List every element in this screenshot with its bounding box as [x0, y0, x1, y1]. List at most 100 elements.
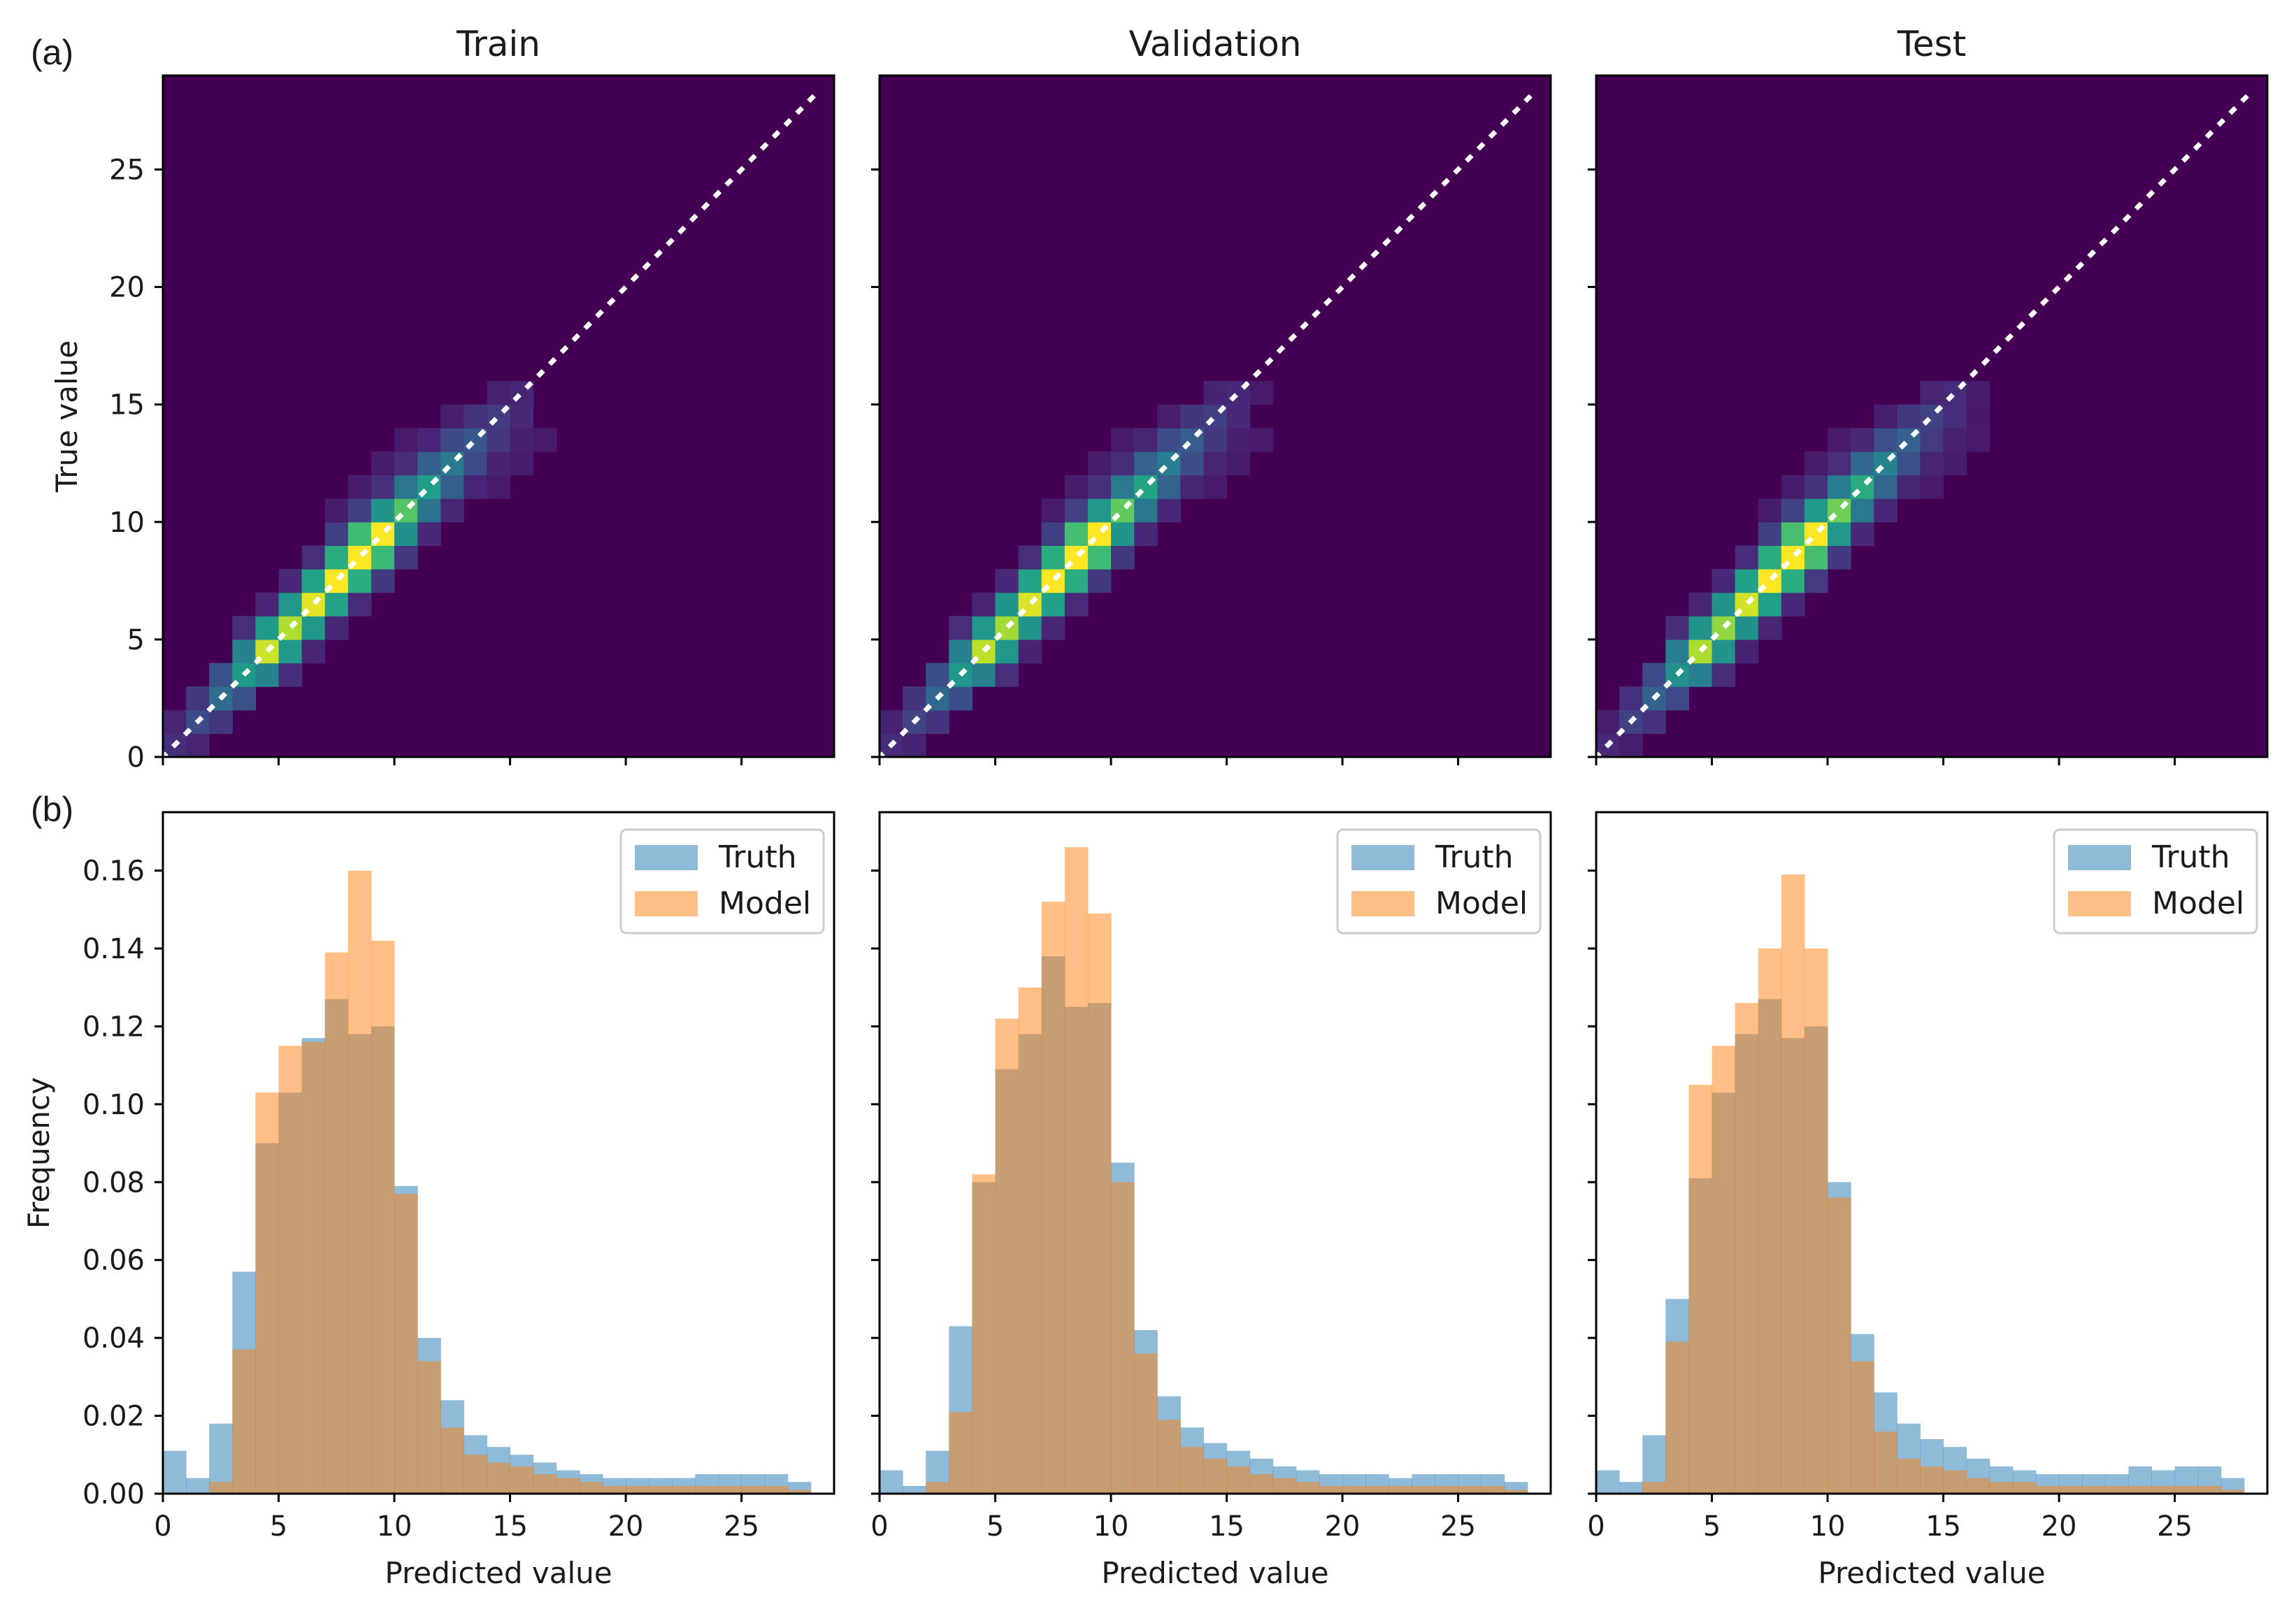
- bar-model: [1804, 948, 1828, 1494]
- bar-model: [1874, 1431, 1897, 1494]
- x-tick-label: 10: [1093, 1510, 1129, 1543]
- heatmap-cell: [1758, 592, 1782, 616]
- bar-model: [1920, 1466, 1944, 1494]
- heatmap-cell: [394, 451, 418, 476]
- heatmap-cell: [1087, 451, 1112, 476]
- x-tick-label: 5: [986, 1510, 1004, 1543]
- bar-model: [278, 1046, 303, 1494]
- legend-label-model: Model: [1435, 886, 1528, 921]
- bar-model: [1296, 1482, 1320, 1494]
- heatmap-cell: [324, 545, 349, 570]
- x-axis-label: Predicted value: [1818, 1556, 2045, 1590]
- bar-model: [487, 1462, 511, 1494]
- heatmap-validation: Validation: [871, 24, 1552, 765]
- heatmap-cell: [324, 616, 349, 640]
- bar-model: [417, 1361, 441, 1494]
- heatmap-cell: [417, 521, 441, 547]
- heatmap-cell: [1134, 521, 1158, 547]
- x-tick-label: 5: [1703, 1510, 1721, 1543]
- bar-model: [626, 1485, 650, 1494]
- bar-model: [2128, 1485, 2152, 1494]
- heatmap-cell: [1180, 451, 1205, 476]
- bar-truth: [880, 1470, 903, 1494]
- heatmap-cell: [903, 733, 926, 758]
- heatmap-cell: [949, 686, 973, 711]
- heatmap-cell: [926, 663, 949, 687]
- heatmap-cell: [1180, 475, 1205, 499]
- heatmap-cell: [1041, 592, 1066, 616]
- heatmap-cell: [1111, 428, 1135, 452]
- heatmap-cell: [163, 709, 187, 734]
- heatmap-cell: [255, 663, 280, 687]
- bar-model: [1897, 1458, 1921, 1494]
- panel-label-b: (b): [31, 790, 73, 829]
- legend-swatch-truth: [635, 845, 698, 870]
- heatmap-cell: [1712, 569, 1736, 593]
- y-tick-label: 0.08: [82, 1167, 145, 1199]
- histogram-frame: [878, 811, 1552, 1495]
- heatmap-cell: [995, 592, 1019, 616]
- bar-model: [1735, 1003, 1759, 1494]
- legend: Truth Model: [1336, 828, 1542, 935]
- heatmap-cell: [371, 569, 395, 593]
- heatmap-cell: [1064, 569, 1089, 593]
- heatmap-cell: [1874, 475, 1897, 499]
- heatmap-cell: [1804, 545, 1828, 570]
- bar-model: [1203, 1458, 1228, 1494]
- bar-model: [602, 1485, 626, 1494]
- heatmap-cell: [1943, 428, 1967, 452]
- bar-model: [1018, 987, 1042, 1494]
- legend-label-truth: Truth: [2151, 839, 2230, 875]
- bar-model: [2105, 1485, 2129, 1494]
- heatmap-cell: [1874, 428, 1897, 452]
- histogram-train: 0 5 10 15 20 25 Predicted value 0.00 0.02 0.04 0.0…: [22, 811, 835, 1590]
- heatmap-cell: [487, 475, 511, 499]
- heatmap-cell: [1920, 428, 1944, 452]
- heatmap-cell: [1758, 616, 1782, 640]
- heatmap-cell: [347, 475, 372, 499]
- bar-truth: [2220, 1478, 2245, 1494]
- heatmap-cell: [510, 404, 534, 428]
- heatmap-cell: [417, 498, 441, 523]
- bar-model: [1435, 1485, 1459, 1494]
- heatmap-cell: [1134, 451, 1158, 476]
- heatmap-cell: [371, 451, 395, 476]
- legend: Truth Model: [619, 828, 825, 935]
- heatmap-title: Train: [456, 24, 540, 64]
- x-tick-label: 20: [2042, 1510, 2077, 1543]
- heatmap-cell: [440, 404, 464, 428]
- heatmap-cell: [347, 521, 372, 547]
- bar-model: [1319, 1485, 1343, 1494]
- bar-model: [1851, 1361, 1874, 1494]
- heatmap-title: Test: [1897, 24, 1966, 64]
- heatmap-cell: [487, 428, 511, 452]
- bar-model: [1966, 1478, 1990, 1494]
- heatmap-cell: [1897, 451, 1921, 476]
- heatmap-cell: [1203, 475, 1228, 499]
- heatmap-cell: [1642, 709, 1666, 734]
- heatmap-cell: [394, 428, 418, 452]
- heatmap-title: Validation: [1129, 24, 1302, 64]
- legend: Truth Model: [2053, 828, 2258, 935]
- bar-model: [556, 1478, 580, 1494]
- x-axis-label: Predicted value: [385, 1556, 612, 1590]
- y-tick-label: 10: [109, 507, 145, 539]
- heatmap-cell: [301, 616, 326, 640]
- heatmap-cell: [394, 545, 418, 570]
- x-tick-label: 25: [2157, 1510, 2193, 1543]
- heatmap-cell: [1619, 733, 1643, 758]
- heatmap-cell: [301, 545, 326, 570]
- histogram-test: 0 5 10 15 20 25 Predicted value Truth Model: [1587, 811, 2269, 1590]
- heatmap-cell: [255, 616, 280, 640]
- histogram-frame: [162, 811, 835, 1495]
- heatmap-cell: [1018, 569, 1042, 593]
- heatmap-cell: [371, 498, 395, 523]
- y-tick-label: 0.02: [82, 1401, 145, 1433]
- heatmap-cell: [232, 639, 257, 664]
- bar-model: [672, 1485, 696, 1494]
- bar-model: [1041, 902, 1066, 1494]
- bar-model: [324, 952, 349, 1494]
- heatmap-frame: [162, 74, 835, 758]
- bar-model: [1458, 1485, 1482, 1494]
- heatmap-cell: [1688, 616, 1713, 640]
